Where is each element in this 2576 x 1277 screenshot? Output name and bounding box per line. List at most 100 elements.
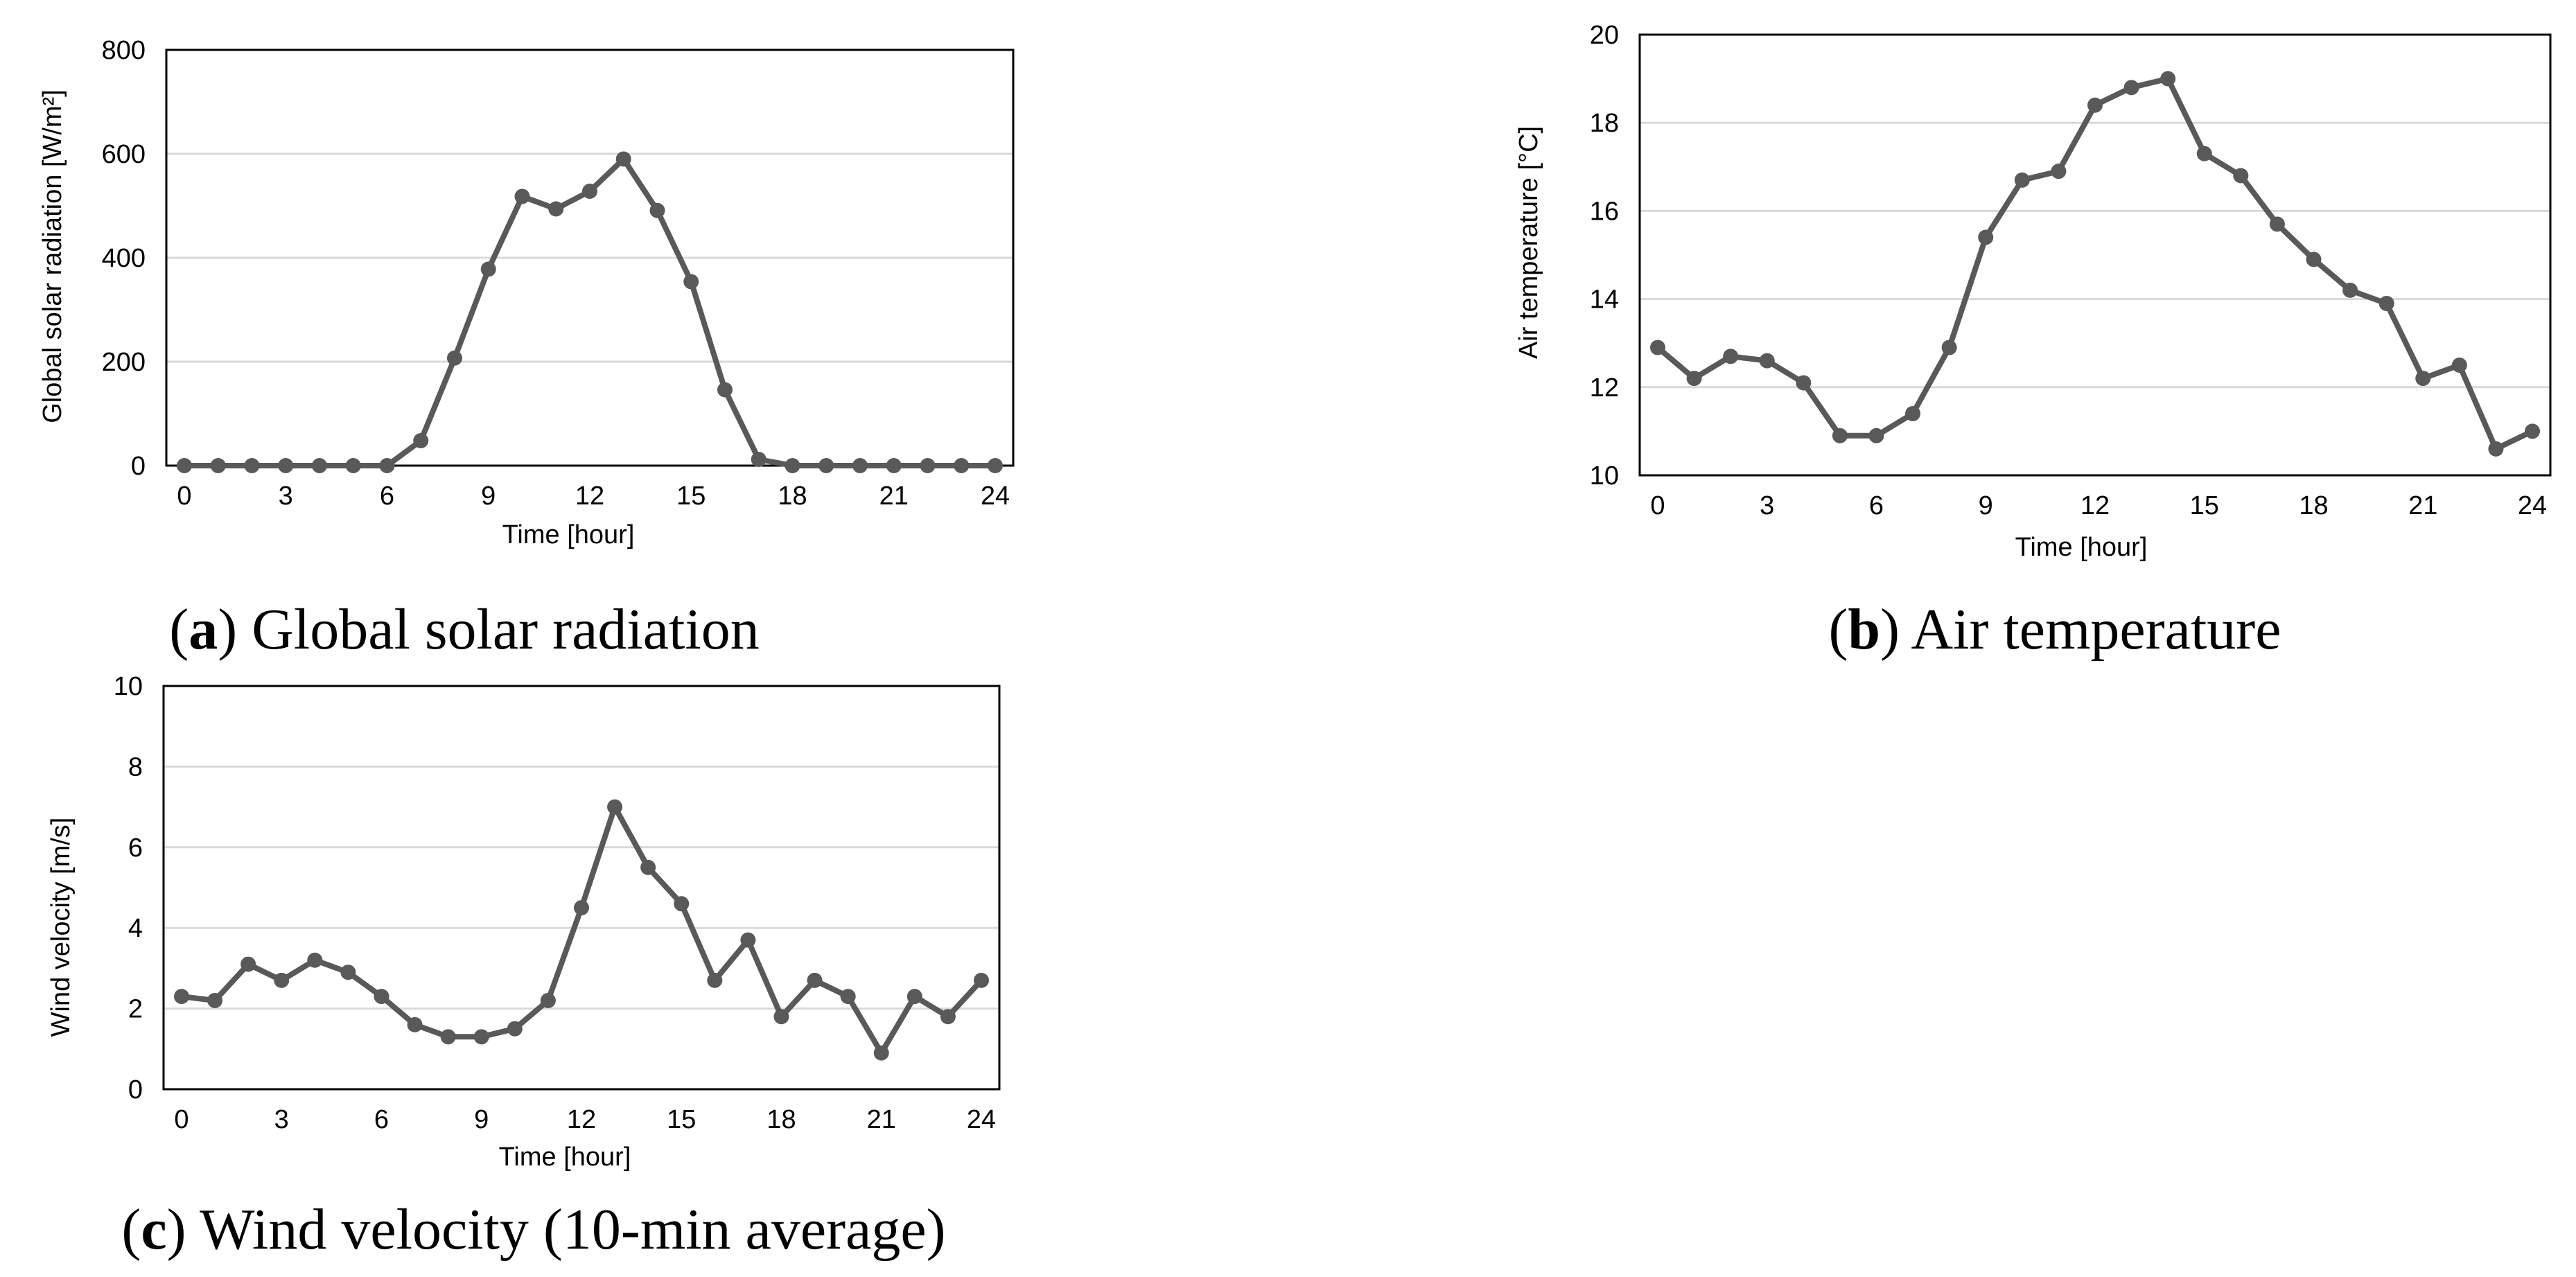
chart-a-data-point	[514, 188, 530, 204]
chart-a-x-tick-label: 6	[380, 482, 394, 511]
chart-b-data-point	[2196, 146, 2212, 161]
chart-c-data-point	[274, 972, 290, 988]
chart-a-caption-letter: a	[189, 597, 218, 662]
chart-c-y-axis-title: Wind velocity [m/s]	[46, 818, 76, 1037]
chart-a-x-axis-title: Time [hour]	[502, 520, 635, 549]
chart-a-y-tick-label: 600	[102, 140, 146, 169]
chart-c-caption: (c) Wind velocity (10-min average)	[121, 1197, 945, 1262]
chart-b-x-tick-label: 18	[2299, 491, 2328, 520]
chart-a-data-point	[177, 458, 192, 473]
chart-a-data-point	[244, 458, 260, 473]
chart-c-data-point	[707, 972, 723, 988]
chart-b-data-point	[2415, 371, 2431, 387]
chart-a-data-point	[717, 382, 733, 398]
chart-a-x-tick-label: 24	[981, 482, 1010, 511]
chart-a-y-tick-label: 200	[102, 348, 146, 377]
chart-c-data-point	[607, 799, 623, 815]
chart-b-data-point	[1650, 340, 1665, 355]
chart-b-y-tick-label: 12	[1590, 373, 1619, 403]
chart-c-data-point	[473, 1029, 489, 1045]
chart-b-x-tick-label: 9	[1979, 491, 1993, 520]
chart-b-data-point	[2087, 97, 2103, 113]
chart-b-y-tick-label: 10	[1590, 461, 1619, 491]
chart-a-x-tick-label: 3	[279, 482, 293, 511]
chart-a-data-point	[954, 458, 970, 473]
chart-a-data-point	[447, 350, 462, 366]
chart-b-data-point	[2306, 252, 2322, 267]
chart-a-data-point	[920, 458, 936, 473]
chart-c-data-point	[940, 1009, 956, 1025]
chart-b-y-tick-label: 20	[1590, 21, 1619, 50]
chart-a-points	[177, 151, 1003, 473]
chart-b-data-point	[2378, 295, 2394, 311]
chart-c-x-tick-label: 9	[474, 1105, 489, 1134]
chart-c-y-tick-label: 6	[128, 834, 143, 863]
chart-b-caption-text: Air temperature	[1911, 597, 2281, 662]
chart-c-plot-frame	[162, 685, 1001, 1091]
chart-b-data-point	[1796, 375, 1812, 391]
chart-b-series-line	[1656, 76, 2534, 452]
chart-b-data-point	[2525, 423, 2540, 439]
chart-c-x-tick-label: 15	[667, 1105, 696, 1134]
chart-c-points	[174, 799, 989, 1061]
chart-c-series-line	[181, 804, 983, 1056]
chart-a-x-tick-label: 15	[676, 482, 706, 511]
chart-a-x-tick-label: 9	[481, 482, 496, 511]
chart-b-data-point	[2451, 358, 2467, 373]
chart-a-x-tick-label: 21	[879, 482, 909, 511]
chart-a-data-point	[379, 458, 395, 473]
chart-b-y-tick-label: 18	[1590, 109, 1619, 138]
chart-c-grid	[164, 765, 999, 1010]
chart-b-data-point	[1686, 371, 1702, 387]
chart-b-x-tick-label: 12	[2080, 491, 2110, 520]
chart-b-y-tick-label: 16	[1590, 197, 1619, 226]
chart-b-data-point	[1723, 349, 1739, 364]
chart-a-data-point	[886, 458, 902, 473]
chart-a-y-axis-title: Global solar radiation [W/m²]	[38, 89, 67, 423]
chart-c-data-point	[574, 900, 589, 916]
chart-c-data-point	[340, 965, 356, 980]
chart-b-data-point	[2488, 441, 2504, 457]
chart-c-data-point	[207, 992, 223, 1008]
chart-a-x-tick-label: 18	[778, 482, 807, 511]
chart-c-data-point	[840, 989, 856, 1005]
chart-c-data-point	[240, 956, 256, 972]
chart-c-x-tick-label: 0	[174, 1105, 189, 1134]
chart-b-data-point	[1905, 405, 1921, 421]
chart-c-x-tick-label: 3	[274, 1105, 289, 1134]
chart-a-y-tick-label: 0	[131, 452, 146, 481]
chart-a-y-ticks: 0 200 400 600 800	[102, 36, 146, 481]
chart-b-x-axis-title: Time [hour]	[2015, 533, 2148, 562]
chart-c-data-point	[374, 989, 389, 1005]
chart-b-data-point	[2233, 168, 2249, 184]
chart-a-data-point	[785, 458, 800, 473]
chart-c-data-point	[174, 989, 189, 1005]
chart-c-caption-letter: c	[141, 1197, 166, 1262]
chart-c-y-tick-label: 4	[128, 914, 143, 943]
chart-b-data-point	[2160, 71, 2176, 87]
chart-c-data-point	[773, 1009, 789, 1025]
chart-c-data-point	[440, 1029, 456, 1045]
chart-a-series-line	[184, 156, 995, 468]
chart-c-data-point	[507, 1021, 523, 1037]
chart-a-data-point	[548, 201, 564, 217]
chart-b-data-point	[1759, 353, 1775, 369]
chart-b-x-tick-label: 24	[2518, 491, 2547, 520]
chart-b-x-tick-label: 6	[1869, 491, 1884, 520]
chart-a-grid	[166, 152, 1013, 363]
chart-c-data-point	[540, 992, 556, 1008]
chart-c-data-point	[807, 972, 823, 988]
chart-a-data-point	[582, 184, 597, 199]
chart-a-data-point	[210, 458, 226, 473]
chart-a-data-point	[818, 458, 834, 473]
chart-b-y-tick-label: 14	[1590, 285, 1619, 315]
chart-c-x-ticks: 0 3 6 9 12 15 18 21 24	[174, 1105, 996, 1134]
chart-c-data-point	[674, 896, 690, 912]
chart-a-caption: (a) Global solar radiation	[169, 597, 759, 662]
chart-c-data-point	[740, 932, 756, 948]
chart-b-x-tick-label: 21	[2408, 491, 2437, 520]
chart-c-y-tick-label: 10	[114, 672, 143, 701]
chart-a-x-ticks: 0 3 6 9 12 15 18 21 24	[177, 482, 1010, 511]
chart-c-x-tick-label: 21	[867, 1105, 896, 1134]
chart-c-x-tick-label: 18	[766, 1105, 796, 1134]
